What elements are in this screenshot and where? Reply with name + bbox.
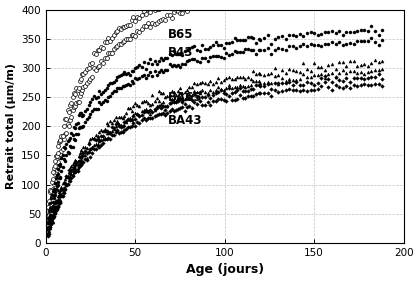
X-axis label: Age (jours): Age (jours) <box>186 263 264 276</box>
Text: BA43: BA43 <box>168 114 202 127</box>
Y-axis label: Retrait total (µm/m): Retrait total (µm/m) <box>5 63 16 189</box>
Text: BA65: BA65 <box>168 91 202 103</box>
Text: B43: B43 <box>168 46 193 59</box>
Text: B65: B65 <box>168 28 193 41</box>
